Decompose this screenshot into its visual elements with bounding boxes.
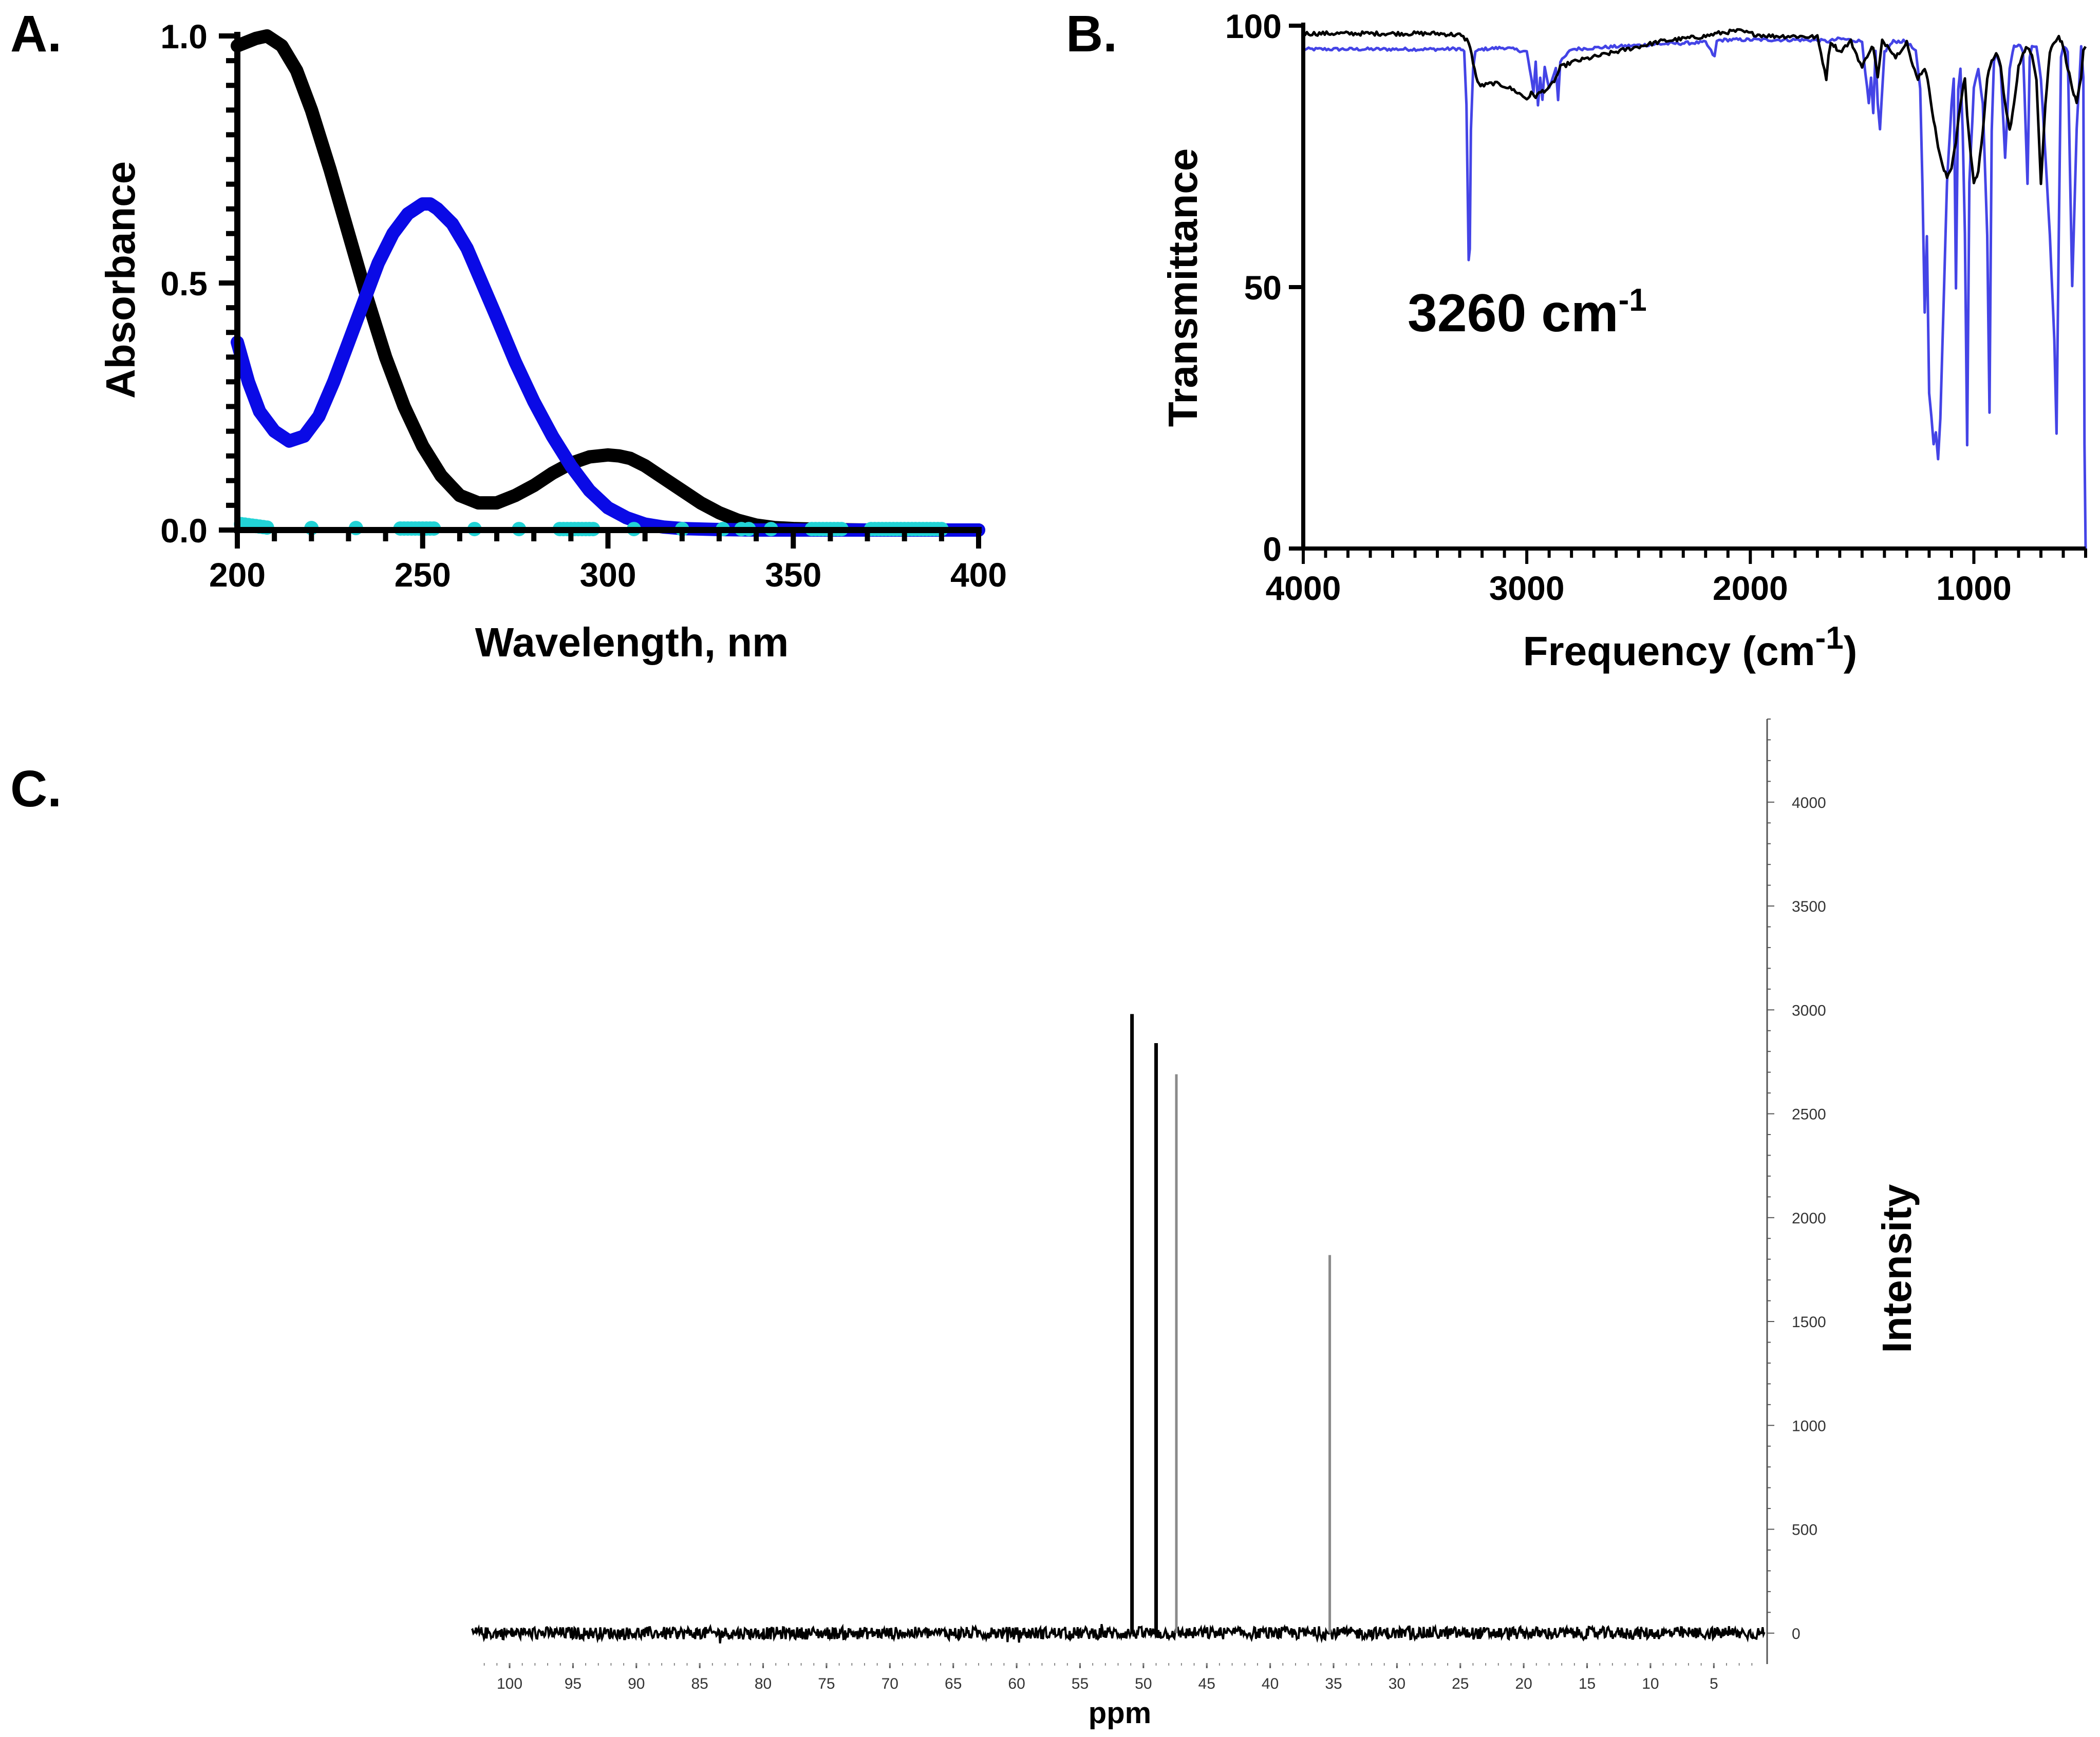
panel-c-baseline-trace [471, 1623, 1766, 1644]
panel-b-x-axis-title-sup: -1 [1815, 620, 1844, 656]
panel-b-peak-annotation: 3260 cm-1 [1408, 282, 1647, 343]
panel-c-x-tick-label: 80 [755, 1675, 772, 1692]
panel-a-y-tick-label: 0.5 [160, 265, 208, 303]
panel-b-annotation-text: 3260 cm [1408, 284, 1619, 343]
panel-b-y-tick-label: 50 [1244, 269, 1282, 307]
panel-a-x-tick-label: 250 [395, 556, 451, 594]
panel-c-x-tick-label: 95 [565, 1675, 582, 1692]
panel-a-y-axis-title: Absorbance [98, 161, 143, 399]
panel-b-x-tick-label: 4000 [1266, 569, 1341, 607]
panel-b-y-axis-title: Transmittance [1160, 148, 1206, 427]
panel-c-x-tick-label: 50 [1135, 1675, 1152, 1692]
panel-c-x-tick-label: 85 [691, 1675, 708, 1692]
panel-c-x-tick-label: 100 [497, 1675, 522, 1692]
panel-b-y-tick-label: 100 [1225, 7, 1282, 45]
panel-c-y-tick-label: 1000 [1792, 1418, 1826, 1434]
panel-b-label: B. [1066, 5, 1117, 63]
panel-c-y-axis-title: Intensity [1874, 1184, 1920, 1353]
panel-c-y-tick-label: 4000 [1792, 795, 1826, 811]
panel-b-x-tick-label: 1000 [1936, 569, 2012, 607]
panel-c-x-tick-label: 65 [945, 1675, 962, 1692]
panel-a-marks [231, 29, 985, 537]
panel-c-x-tick-label: 70 [882, 1675, 898, 1692]
panel-c-x-axis-title: ppm [1089, 1696, 1151, 1730]
panel-a-label: A. [10, 5, 62, 63]
panel-b-marks [1302, 28, 2087, 549]
panel-c-x-tick-label: 45 [1198, 1675, 1215, 1692]
panel-a-x-tick-label: 350 [765, 556, 821, 594]
panel-b-axes: 0 50 100 4000 3000 2000 1000 [1225, 7, 2087, 607]
panel-c-x-tick-label: 10 [1642, 1675, 1659, 1692]
panel-a-series-black-trace [231, 29, 985, 537]
panel-b-x-axis-title-end: ) [1844, 628, 1858, 674]
panel-a-x-axis-title: Wavelength, nm [475, 619, 789, 665]
panel-c-y-tick-label: 3500 [1792, 898, 1826, 915]
panel-c-y-tick-label: 2000 [1792, 1210, 1826, 1227]
panel-c-y-tick-label: 2500 [1792, 1106, 1826, 1123]
panel-b-x-axis-title-text: Frequency (cm [1523, 628, 1815, 674]
panel-c-x-tick-label: 5 [1710, 1675, 1718, 1692]
panel-c-x-tick-label: 75 [818, 1675, 835, 1692]
panel-c-x-tick-label: 20 [1515, 1675, 1532, 1692]
panel-a: A. 0.0 0.5 1.0 200 250 300 350 400 Wavelength, … [10, 5, 1007, 665]
panel-a-y-tick-label: 1.0 [160, 17, 208, 55]
panel-c-axes: 100 95 90 85 80 75 70 65 60 55 50 45 40 35 30 25 20 15 10 5… [483, 719, 1826, 1692]
panel-c-marks [471, 1014, 1766, 1644]
panel-b-series-blue-trace [1302, 36, 2087, 549]
panel-c-x-tick-label: 15 [1579, 1675, 1596, 1692]
panel-a-x-tick-label: 400 [950, 556, 1007, 594]
panel-c-x-tick-label: 90 [628, 1675, 645, 1692]
panel-b-x-tick-label: 2000 [1713, 569, 1788, 607]
panel-a-x-tick-label: 200 [209, 556, 266, 594]
panel-b-x-tick-label: 3000 [1489, 569, 1565, 607]
panel-c-x-tick-label: 55 [1072, 1675, 1089, 1692]
panel-c-x-tick-label: 60 [1008, 1675, 1025, 1692]
panel-b-series-black-trace [1302, 28, 2087, 185]
panel-b-annotation-sup: -1 [1619, 282, 1647, 318]
panel-a-x-tick-label: 300 [579, 556, 636, 594]
panel-c-x-tick-label: 30 [1389, 1675, 1405, 1692]
panel-c-y-tick-label: 500 [1792, 1522, 1817, 1539]
panel-c-x-tick-label: 40 [1262, 1675, 1279, 1692]
panel-c-label: C. [10, 760, 62, 818]
panel-c: C. 100 95 90 85 80 75 70 65 60 55 50 45 40 35 30 25 20 15… [10, 719, 1920, 1730]
panel-b-x-axis-title: Frequency (cm-1) [1523, 620, 1858, 674]
panel-c-y-tick-label: 3000 [1792, 1002, 1826, 1019]
panel-c-x-tick-label: 35 [1325, 1675, 1342, 1692]
panel-a-axes: 0.0 0.5 1.0 200 250 300 350 400 [160, 17, 1007, 594]
panel-c-x-tick-label: 25 [1452, 1675, 1469, 1692]
panel-c-y-tick-label: 0 [1792, 1626, 1801, 1642]
panel-a-y-tick-label: 0.0 [160, 512, 208, 550]
panel-b-y-tick-label: 0 [1263, 530, 1282, 568]
panel-c-y-tick-label: 1500 [1792, 1314, 1826, 1331]
